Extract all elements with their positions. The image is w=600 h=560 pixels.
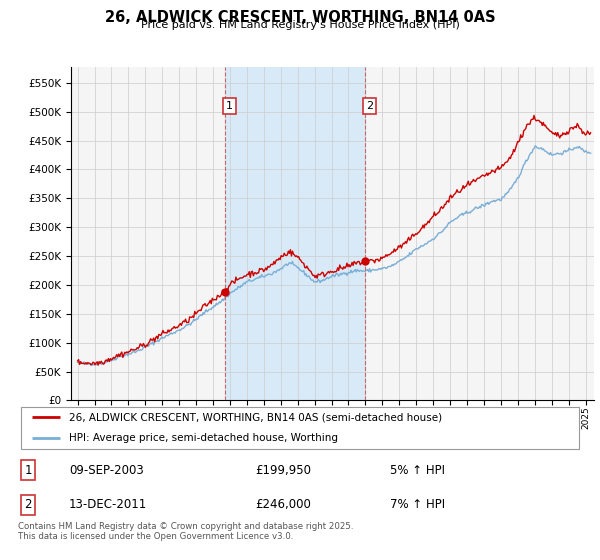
Text: 09-SEP-2003: 09-SEP-2003 [69, 464, 143, 477]
FancyBboxPatch shape [21, 407, 579, 449]
Text: Price paid vs. HM Land Registry's House Price Index (HPI): Price paid vs. HM Land Registry's House … [140, 20, 460, 30]
Text: HPI: Average price, semi-detached house, Worthing: HPI: Average price, semi-detached house,… [69, 433, 338, 444]
Text: Contains HM Land Registry data © Crown copyright and database right 2025.
This d: Contains HM Land Registry data © Crown c… [18, 522, 353, 542]
Text: 13-DEC-2011: 13-DEC-2011 [69, 498, 147, 511]
Text: £199,950: £199,950 [255, 464, 311, 477]
Text: 5% ↑ HPI: 5% ↑ HPI [390, 464, 445, 477]
Text: 2: 2 [25, 498, 32, 511]
Text: 26, ALDWICK CRESCENT, WORTHING, BN14 0AS (semi-detached house): 26, ALDWICK CRESCENT, WORTHING, BN14 0AS… [69, 412, 442, 422]
Text: 26, ALDWICK CRESCENT, WORTHING, BN14 0AS: 26, ALDWICK CRESCENT, WORTHING, BN14 0AS [104, 10, 496, 25]
Text: 1: 1 [226, 101, 233, 111]
Text: 2: 2 [366, 101, 373, 111]
Bar [225, 67, 365, 400]
Text: 7% ↑ HPI: 7% ↑ HPI [390, 498, 445, 511]
Text: 1: 1 [25, 464, 32, 477]
Text: £246,000: £246,000 [255, 498, 311, 511]
